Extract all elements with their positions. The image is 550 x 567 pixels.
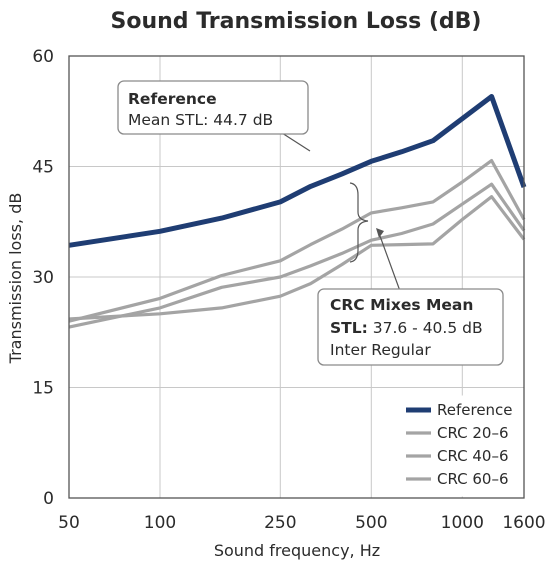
- reference-callout-title: Reference: [128, 90, 217, 108]
- x-tick-labels: 50 100 250 500 1000 1600: [58, 513, 545, 533]
- legend-label-0: Reference: [437, 401, 513, 419]
- y-axis-label: Transmission loss, dB: [6, 193, 25, 365]
- crc-leader-line: [379, 235, 401, 292]
- reference-callout-box: [117, 80, 309, 135]
- crc-callout-line1: CRC Mixes Mean: [330, 296, 473, 314]
- crc-leader-arrow: [376, 228, 384, 238]
- y-tick-label-1: 15: [32, 379, 54, 399]
- x-tick-label-5: 1600: [502, 513, 545, 533]
- x-tick-label-2: 250: [264, 513, 296, 533]
- crc-callout-line2: STL: 37.6 - 40.5 dB: [330, 319, 483, 337]
- series-lines: [68, 94, 527, 329]
- series-line-3: [68, 195, 526, 321]
- crc-callout: CRC Mixes Mean STL: 37.6 - 40.5 dB Inter…: [317, 182, 504, 366]
- crc-brace: [349, 182, 369, 263]
- crc-callout-stl-label: STL:: [330, 319, 368, 337]
- legend-label-2: CRC 40–6: [437, 447, 509, 465]
- plot-frame: [68, 55, 525, 499]
- legend-label-1: CRC 20–6: [437, 424, 509, 442]
- crc-callout-line3: Inter Regular: [330, 341, 431, 359]
- series-line-0: [68, 94, 527, 248]
- y-tick-label-0: 0: [43, 489, 54, 509]
- legend-label-3: CRC 60–6: [437, 470, 509, 488]
- crc-callout-box: [317, 288, 504, 366]
- reference-callout: Reference Mean STL: 44.7 dB: [117, 80, 311, 152]
- x-tick-label-1: 100: [144, 513, 176, 533]
- y-tick-labels: 0 15 30 45 60: [32, 47, 54, 509]
- x-axis-label: Sound frequency, Hz: [214, 541, 380, 560]
- reference-leader-line: [281, 132, 311, 152]
- series-line-1: [68, 159, 526, 323]
- chart-title: Sound Transmission Loss (dB): [111, 9, 482, 34]
- y-tick-label-2: 30: [32, 268, 54, 288]
- y-tick-label-4: 60: [32, 47, 54, 67]
- legend: Reference CRC 20–6 CRC 40–6 CRC 60–6: [397, 395, 523, 497]
- series-line-2: [68, 182, 526, 329]
- x-tick-label-4: 1000: [441, 513, 484, 533]
- x-tick-label-3: 500: [355, 513, 387, 533]
- x-tick-label-0: 50: [58, 513, 80, 533]
- crc-callout-stl-range: 37.6 - 40.5 dB: [368, 319, 483, 337]
- reference-callout-body: Mean STL: 44.7 dB: [128, 111, 273, 129]
- y-tick-label-3: 45: [32, 158, 54, 178]
